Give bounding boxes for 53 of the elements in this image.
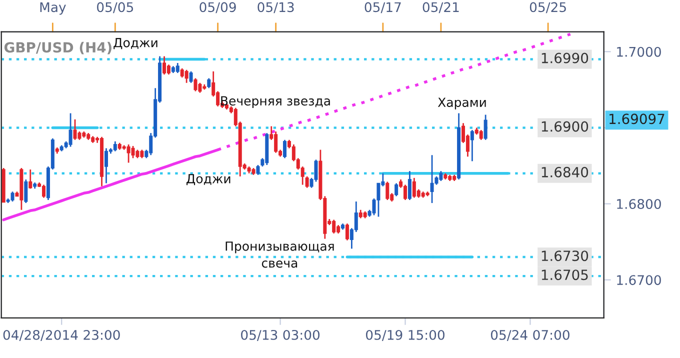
candlestick	[162, 56, 166, 76]
x-tick-label: 05/13 03:00	[241, 330, 320, 341]
text: May	[40, 2, 66, 15]
candlestick	[403, 184, 408, 201]
y-tick-label: 1.7000	[617, 46, 661, 57]
candlestick	[282, 139, 287, 159]
candlestick	[176, 62, 180, 74]
x-tick-label: 05/19 15:00	[366, 330, 444, 341]
candlestick	[386, 181, 390, 201]
ref-line-label: 1.6730	[542, 250, 588, 262]
text: GBP/USD (H4)	[4, 42, 112, 54]
candlestick	[28, 168, 32, 190]
y-tick-label: 1.6800	[617, 199, 661, 209]
ref-line-label: 1.6840	[542, 166, 588, 178]
text: 05/13	[258, 2, 294, 14]
candlestick	[345, 222, 349, 241]
annotation: Пронизывающая свеча	[226, 242, 334, 268]
candlestick	[305, 176, 309, 189]
ref-line-label: 1.6705	[542, 270, 588, 280]
y-tick-label: 1.6700	[617, 275, 661, 286]
annotation: Вечерняя звезда	[221, 96, 330, 108]
candlestick	[484, 114, 488, 141]
x-tick-label: 05/24 07:00	[490, 330, 570, 341]
candlestick	[314, 158, 318, 182]
x-tick-label: 04/28/2014 23:00	[3, 330, 120, 341]
candlestick	[73, 118, 77, 141]
annotation: Доджи	[186, 174, 230, 186]
candlestick	[207, 78, 211, 89]
candlestick	[470, 129, 474, 162]
candlestick	[10, 190, 14, 202]
candlestick	[184, 69, 188, 84]
candlestick	[166, 64, 170, 76]
annotation: Доджи	[114, 38, 158, 50]
candlestick	[394, 182, 398, 197]
annotation: Харами	[438, 98, 486, 110]
text: 05/25	[530, 2, 566, 14]
text: 1.69097	[610, 114, 664, 124]
text: 05/17	[364, 2, 401, 14]
candlestick	[256, 164, 260, 176]
candlestick	[430, 154, 434, 204]
ref-line-label: 1.6900	[542, 121, 588, 132]
candlestick	[131, 145, 135, 159]
candlestick	[194, 78, 198, 92]
candlestick	[189, 70, 193, 84]
text: 05/09	[200, 2, 236, 14]
candlestick	[24, 178, 28, 204]
candlestick	[113, 140, 117, 152]
candlestick	[479, 129, 483, 141]
candlestick	[68, 112, 72, 148]
text: 05/21	[422, 2, 459, 14]
text: 05/05	[97, 2, 134, 14]
candlestick	[408, 170, 412, 201]
ref-line-label: 1.6990	[542, 52, 588, 64]
